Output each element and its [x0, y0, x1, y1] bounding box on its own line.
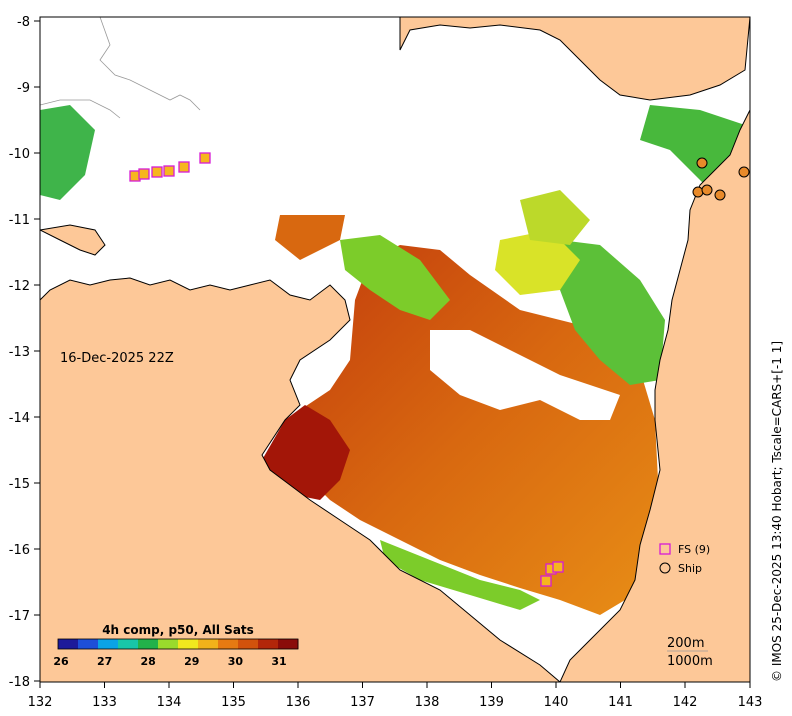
- colorbar-cell: [78, 639, 99, 649]
- fs-marker: [552, 561, 564, 573]
- colorbar-label: 26: [53, 655, 69, 668]
- colorbar-labels: 26 27 28 29 30 31: [53, 655, 286, 668]
- land-new-guinea: [399, 17, 750, 101]
- ship-marker: [692, 186, 704, 198]
- y-tick-label: -18: [9, 675, 30, 690]
- sst-warm-swath: [280, 245, 658, 615]
- ship-marker: [696, 157, 708, 169]
- ship-markers: [692, 157, 750, 201]
- colorbar-cell: [118, 639, 139, 649]
- colorbar-cell: [198, 639, 219, 649]
- fs-legend-label: FS (9): [678, 543, 710, 556]
- x-tick-label: 136: [286, 695, 311, 710]
- x-tick-label: 133: [92, 695, 117, 710]
- cloud-gap: [430, 330, 620, 420]
- colorbar-cell: [278, 639, 299, 649]
- colorbar-label: 27: [97, 655, 112, 668]
- side-note: © IMOS 25-Dec-2025 13:40 Hobart; Tscale=…: [770, 341, 784, 682]
- land-islands-nw: [40, 224, 106, 256]
- colorbar-cell: [158, 639, 179, 649]
- x-tick-label: 138: [415, 695, 440, 710]
- land-cape-york: [559, 109, 750, 682]
- colorbar-cell: [258, 639, 279, 649]
- depth-200-label: 200m: [667, 636, 704, 651]
- colorbar: 4h comp, p50, All Sats 26 27 28 29 30 31: [53, 623, 299, 668]
- depth-contour-nw-2: [40, 99, 121, 119]
- ship-marker: [714, 189, 726, 201]
- y-tick-label: -10: [9, 147, 30, 162]
- colorbar-label: 28: [141, 655, 156, 668]
- x-tick-label: 132: [28, 695, 53, 710]
- depth-contour-nw: [99, 17, 201, 111]
- land-arnhem: [40, 277, 561, 682]
- colorbar-cells: [58, 639, 299, 649]
- ship-marker: [701, 184, 713, 196]
- plot-frame: [39, 16, 751, 683]
- colorbar-cell: [58, 639, 79, 649]
- x-ticks: [39, 682, 751, 688]
- fs-marker: [138, 168, 150, 180]
- sst-yellow-east: [495, 230, 580, 295]
- y-tick-label: -16: [9, 543, 30, 558]
- colorbar-title: 4h comp, p50, All Sats: [102, 623, 254, 637]
- y-tick-label: -14: [9, 411, 30, 426]
- fs-marker: [151, 166, 163, 178]
- colorbar-cell: [178, 639, 199, 649]
- x-tick-label: 139: [479, 695, 504, 710]
- x-tick-label: 137: [350, 695, 375, 710]
- y-tick-label: -12: [9, 279, 30, 294]
- depth-1000-label: 1000m: [667, 654, 713, 669]
- x-tick-label: 134: [157, 695, 182, 710]
- sst-yellow-ne: [520, 190, 590, 245]
- colorbar-label: 31: [271, 655, 286, 668]
- sst-green-south: [380, 540, 540, 610]
- y-ticks: [34, 20, 40, 682]
- fs-marker: [199, 152, 211, 164]
- x-tick-label: 142: [673, 695, 698, 710]
- x-tick-label: 143: [738, 695, 763, 710]
- sst-green-east: [560, 240, 665, 385]
- x-tick-label: 141: [608, 695, 633, 710]
- x-tick-label: 140: [544, 695, 569, 710]
- colorbar-frame: [57, 638, 299, 650]
- timestamp-label: 16-Dec-2025 22Z: [60, 351, 174, 366]
- colorbar-label: 29: [184, 655, 199, 668]
- y-tick-label: -9: [17, 81, 30, 96]
- fs-marker: [540, 575, 552, 587]
- sst-patch-w: [275, 215, 345, 260]
- fs-marker: [163, 165, 175, 177]
- sst-hot-swath: [262, 405, 350, 500]
- ship-marker: [738, 166, 750, 178]
- y-tick-label: -15: [9, 477, 30, 492]
- y-tick-label: -13: [9, 345, 30, 360]
- fs-marker: [178, 161, 190, 173]
- y-tick-label: -11: [9, 213, 30, 228]
- y-tick-label: -8: [17, 15, 30, 30]
- x-tick-labels: 132 133 134 135 136 137 138 139 140 141 …: [28, 695, 763, 710]
- depth-legend: 200m 1000m: [667, 636, 713, 669]
- sst-green-nw: [40, 105, 95, 200]
- colorbar-cell: [138, 639, 159, 649]
- marker-legend: FS (9) Ship: [659, 543, 710, 575]
- fs-markers: [129, 152, 564, 587]
- y-tick-label: -17: [9, 609, 30, 624]
- y-tick-labels: -8 -9 -10 -11 -12 -13 -14 -15 -16 -17 -1…: [9, 15, 30, 690]
- cloud-south: [470, 600, 600, 665]
- colorbar-cell: [98, 639, 119, 649]
- ship-legend-label: Ship: [678, 562, 702, 575]
- ship-legend-symbol: [659, 562, 671, 574]
- colorbar-cell: [218, 639, 239, 649]
- land: [40, 17, 750, 682]
- fs-legend-symbol: [659, 543, 671, 555]
- sst-green-north: [340, 235, 450, 320]
- x-tick-label: 135: [221, 695, 246, 710]
- colorbar-label: 30: [228, 655, 244, 668]
- colorbar-cell: [238, 639, 259, 649]
